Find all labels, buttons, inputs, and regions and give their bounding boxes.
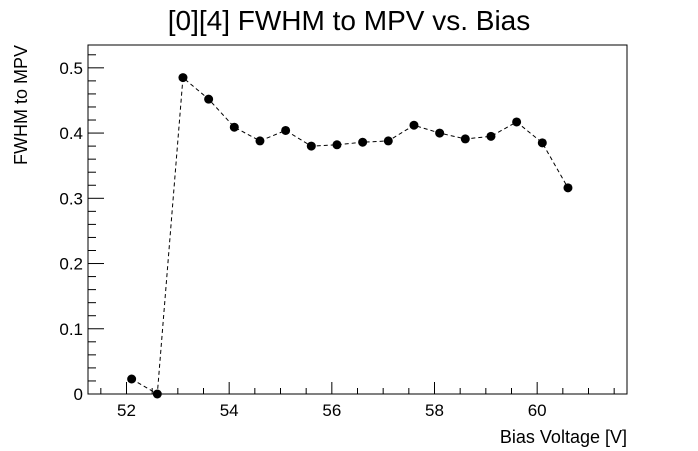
data-point xyxy=(563,183,573,193)
data-point xyxy=(306,141,316,151)
data-point xyxy=(358,137,368,147)
x-tick-label: 58 xyxy=(425,401,444,420)
axis-ticks xyxy=(88,54,615,395)
y-tick-label: 0.1 xyxy=(59,320,83,339)
y-tick-label: 0.4 xyxy=(59,124,83,143)
y-tick-label: 0.2 xyxy=(59,255,83,274)
data-point xyxy=(255,136,265,146)
data-point xyxy=(409,120,419,130)
tick-labels: 52 54 56 58 60 0 0.1 0.2 0.3 0.4 0.5 xyxy=(59,59,546,420)
x-tick-label: 60 xyxy=(528,401,547,420)
data-point xyxy=(435,128,445,138)
data-point xyxy=(332,140,342,150)
y-tick-label: 0 xyxy=(74,385,83,404)
data-point xyxy=(178,73,188,83)
data-point xyxy=(383,136,393,146)
data-point xyxy=(486,131,496,141)
data-point xyxy=(127,374,137,384)
x-tick-label: 52 xyxy=(117,401,136,420)
data-point xyxy=(229,122,239,132)
y-tick-label: 0.3 xyxy=(59,189,83,208)
series-line xyxy=(131,76,569,395)
data-point xyxy=(152,389,162,399)
x-tick-label: 54 xyxy=(220,401,239,420)
plot-frame xyxy=(87,44,628,395)
y-tick-label: 0.5 xyxy=(59,59,83,78)
data-point xyxy=(512,117,522,127)
data-point xyxy=(204,94,214,104)
x-axis-label: Bias Voltage [V] xyxy=(500,427,627,447)
chart-title: [0][4] FWHM to MPV vs. Bias xyxy=(168,5,531,36)
data-point xyxy=(537,138,547,148)
y-axis-label: FWHM to MPV xyxy=(11,45,31,165)
data-point xyxy=(281,125,291,135)
x-tick-label: 56 xyxy=(322,401,341,420)
data-points xyxy=(127,73,573,399)
data-point xyxy=(460,134,470,144)
